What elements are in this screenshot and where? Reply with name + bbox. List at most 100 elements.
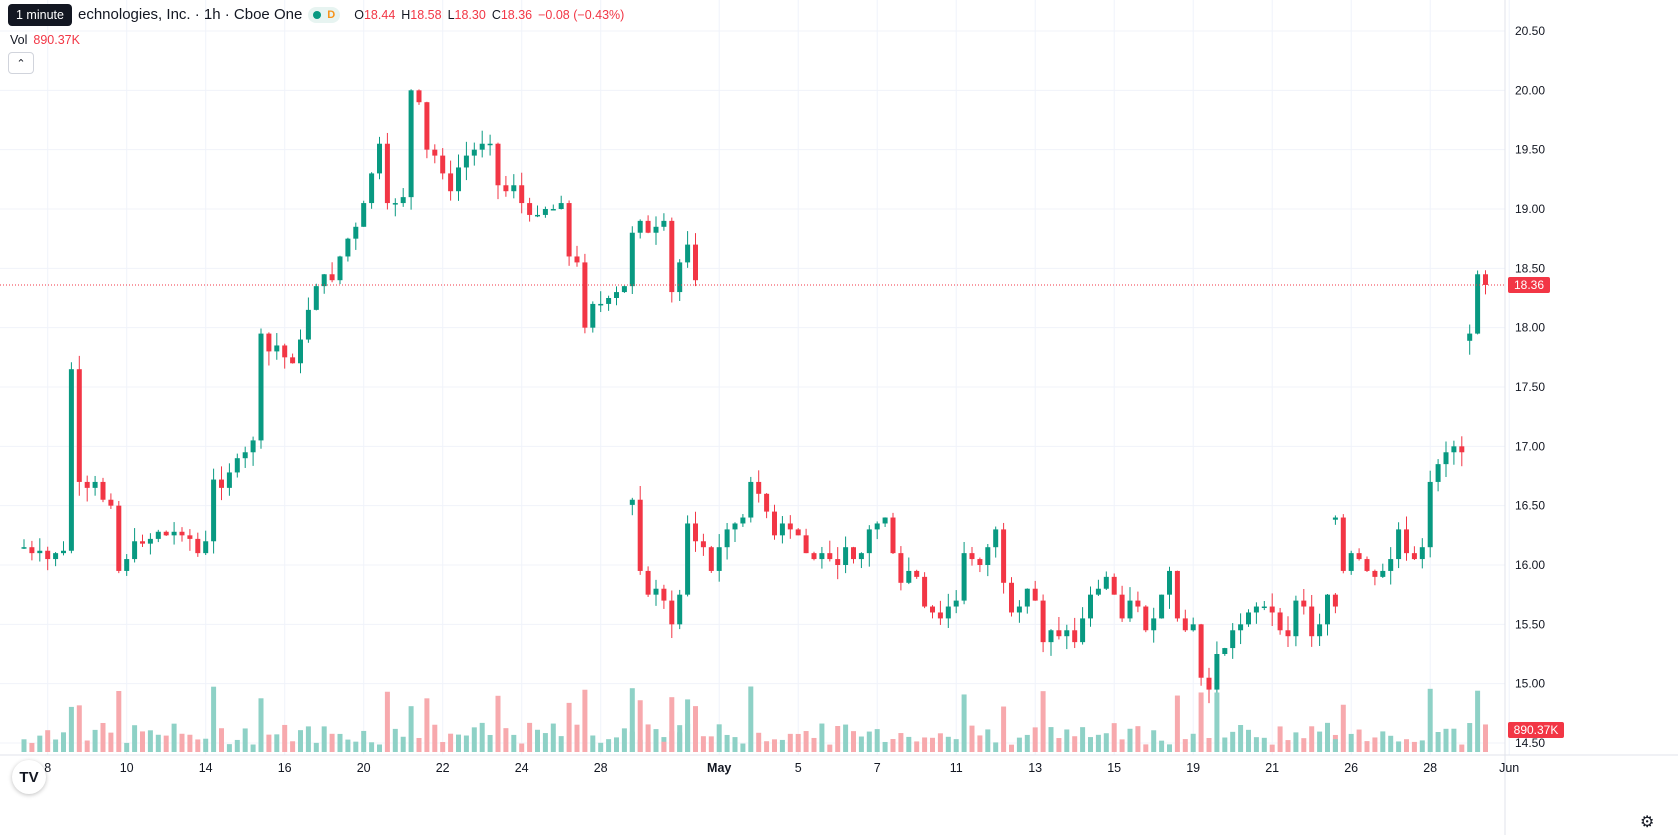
volume-bar xyxy=(1206,737,1212,752)
symbol-title[interactable]: echnologies, Inc. · 1h · Cboe One xyxy=(78,6,303,23)
chevron-up-icon: ⌃ xyxy=(16,57,26,70)
volume-bar xyxy=(448,733,454,752)
time-tick-label: 5 xyxy=(795,761,802,775)
candle-body xyxy=(1411,553,1417,560)
candle-body xyxy=(487,143,493,146)
candle-body xyxy=(937,612,943,619)
candle-body xyxy=(471,149,477,156)
candle-body xyxy=(542,209,548,215)
candle-body xyxy=(416,90,422,103)
candle-body xyxy=(353,226,359,239)
volume-bar xyxy=(1380,731,1386,752)
candle-body xyxy=(1190,624,1196,631)
volume-bar xyxy=(621,728,627,752)
time-tick-label: 11 xyxy=(950,761,963,775)
volume-bar xyxy=(519,743,525,752)
volume-bar xyxy=(45,730,51,752)
volume-bar xyxy=(969,725,975,752)
volume-bar xyxy=(843,724,849,752)
volume-bar xyxy=(693,706,698,752)
ohlc-value: 18.30 xyxy=(454,7,486,22)
candle-body xyxy=(155,531,161,539)
candle-body xyxy=(432,149,438,156)
volume-bar xyxy=(408,706,414,752)
candle-body xyxy=(558,203,564,209)
volume-bar xyxy=(84,740,90,752)
time-tick-label: 28 xyxy=(1423,761,1437,775)
volume-bar xyxy=(827,744,833,752)
volume-bar xyxy=(685,699,691,752)
volume-bar xyxy=(1325,722,1330,752)
candle-body xyxy=(1056,630,1062,637)
volume-bar xyxy=(1443,728,1449,752)
candle-body xyxy=(1309,606,1315,637)
candle-body xyxy=(463,155,469,168)
candle-body xyxy=(1111,576,1117,595)
volume-bar xyxy=(1064,729,1070,752)
volume-bar xyxy=(21,739,27,752)
volume-bar xyxy=(1404,739,1409,752)
volume-bar xyxy=(898,733,904,752)
volume-bar xyxy=(653,729,659,752)
volume-bar xyxy=(1411,741,1417,752)
candle-body xyxy=(132,541,138,560)
candle-body xyxy=(384,143,390,204)
candle-body xyxy=(669,600,675,625)
volume-bar xyxy=(290,741,296,752)
candle-body xyxy=(961,553,967,601)
ohlc-key: O xyxy=(354,7,364,22)
candle-body xyxy=(1064,630,1070,637)
candle-body xyxy=(298,339,303,364)
candle-body xyxy=(1246,612,1251,625)
candle-body xyxy=(661,588,667,601)
candle-body xyxy=(1475,274,1481,334)
time-tick-label: 20 xyxy=(357,761,371,775)
volume-bar xyxy=(1419,740,1425,752)
last-volume-badge xyxy=(1508,722,1564,738)
candle-body xyxy=(61,550,66,554)
candle-body xyxy=(621,286,627,293)
candle-body xyxy=(1095,588,1101,595)
volume-bar xyxy=(1222,737,1228,752)
time-tick-label: May xyxy=(707,761,731,775)
volume-bar xyxy=(234,739,240,752)
candle-body xyxy=(116,505,122,571)
volume-bar xyxy=(1032,727,1038,752)
volume-bar xyxy=(629,688,635,752)
volume-bar xyxy=(614,737,619,752)
gear-icon[interactable]: ⚙ xyxy=(1640,814,1655,831)
candle-body xyxy=(645,570,651,595)
volume-bar xyxy=(432,724,438,752)
volume-bar xyxy=(1475,690,1481,752)
candle-body xyxy=(1206,677,1212,690)
volume-bar xyxy=(922,737,928,752)
volume-bar xyxy=(1396,741,1402,752)
market-status[interactable]: D xyxy=(308,6,341,23)
price-tick-label: 18.00 xyxy=(1515,321,1545,335)
candle-body xyxy=(377,143,382,174)
price-tick-label: 19.50 xyxy=(1515,143,1545,157)
time-tick-label: 13 xyxy=(1028,761,1042,775)
volume-bar xyxy=(258,698,264,752)
candle-body xyxy=(92,481,98,488)
volume-bar xyxy=(61,732,66,752)
volume-bar xyxy=(961,694,967,752)
candle-body xyxy=(811,553,817,560)
candle-body xyxy=(708,547,714,571)
market-open-dot-icon xyxy=(313,10,322,19)
candle-body xyxy=(242,452,248,459)
volume-bar xyxy=(140,731,145,752)
volume-bar xyxy=(756,732,762,752)
candle-body xyxy=(290,357,296,364)
candle-body xyxy=(550,209,556,211)
candle-body xyxy=(1072,630,1078,643)
volume-bar xyxy=(1080,727,1086,752)
collapse-legend-button[interactable]: ⌃ xyxy=(8,52,34,74)
candle-body xyxy=(1317,624,1323,637)
candle-body xyxy=(1167,570,1172,595)
candle-body xyxy=(361,203,367,227)
tradingview-logo-icon[interactable]: TV xyxy=(12,760,46,794)
volume-bar xyxy=(669,697,675,752)
candle-body xyxy=(969,553,975,560)
